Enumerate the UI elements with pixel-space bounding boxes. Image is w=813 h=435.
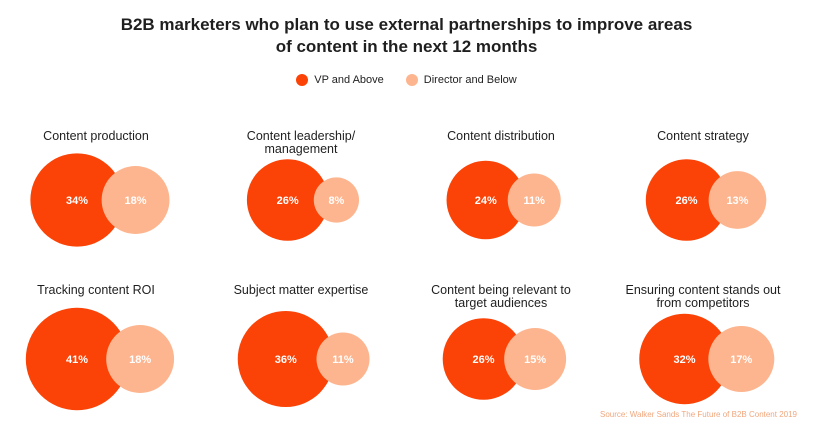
category-label: target audiences	[455, 296, 547, 310]
bubble-vp	[446, 160, 525, 240]
category-label: Content being relevant to	[431, 283, 571, 297]
data-label-vp: 26%	[676, 195, 698, 207]
bubble-director	[316, 332, 370, 386]
legend-swatch-vp	[296, 74, 309, 86]
data-label-director: 18%	[129, 354, 151, 366]
data-label-vp: 34%	[66, 195, 88, 207]
category-label: Content distribution	[447, 129, 555, 143]
bubble-director	[313, 177, 360, 223]
legend-label-director: Director and Below	[423, 74, 517, 86]
category-label: Content strategy	[657, 129, 749, 143]
category-label: Tracking content ROI	[37, 283, 155, 297]
source-note: Source: Walker Sands The Future of B2B C…	[600, 410, 797, 419]
category-label: Content production	[43, 129, 149, 143]
data-label-director: 8%	[328, 195, 344, 207]
category-label: from competitors	[656, 296, 749, 310]
legend-swatch-director	[405, 74, 418, 86]
legend-item-director: Director and Below	[405, 74, 517, 86]
data-label-vp: 36%	[275, 354, 297, 366]
bubble-director	[106, 325, 175, 393]
chart-title: B2B marketers who plan to use external p…	[0, 14, 813, 58]
legend-label-vp: VP and Above	[314, 74, 384, 86]
bubble-vp	[442, 318, 525, 400]
data-label-director: 11%	[332, 354, 354, 366]
data-label-director: 17%	[730, 354, 752, 366]
data-label-vp: 41%	[66, 354, 88, 366]
bubble-director	[708, 171, 767, 229]
category-label: Content leadership/	[247, 129, 356, 143]
bubble-director	[507, 173, 561, 227]
category-label: management	[265, 142, 338, 156]
data-label-vp: 32%	[673, 354, 695, 366]
data-label-director: 13%	[726, 195, 748, 207]
bubble-vp	[30, 153, 124, 247]
data-label-vp: 26%	[277, 195, 299, 207]
legend: VP and Above Director and Below	[0, 74, 813, 86]
chart-title-line2: of content in the next 12 months	[275, 37, 538, 56]
bubble-director	[708, 326, 775, 392]
data-label-director: 11%	[524, 195, 546, 207]
legend-item-vp: VP and Above	[296, 74, 384, 86]
bubble-director	[101, 166, 170, 234]
bubble-vp	[25, 307, 129, 411]
bubble-vp	[639, 313, 730, 405]
data-label-director: 15%	[524, 354, 546, 366]
bubble-vp	[237, 311, 334, 407]
category-label: Subject matter expertise	[234, 283, 369, 297]
bubble-director	[504, 328, 567, 390]
bubble-vp	[645, 159, 728, 241]
data-label-vp: 26%	[472, 354, 494, 366]
chart-title-line1: B2B marketers who plan to use external p…	[120, 15, 693, 34]
bubble-vp	[246, 159, 329, 241]
data-label-vp: 24%	[475, 195, 497, 207]
category-label: Ensuring content stands out	[626, 283, 781, 297]
data-label-director: 18%	[125, 195, 147, 207]
